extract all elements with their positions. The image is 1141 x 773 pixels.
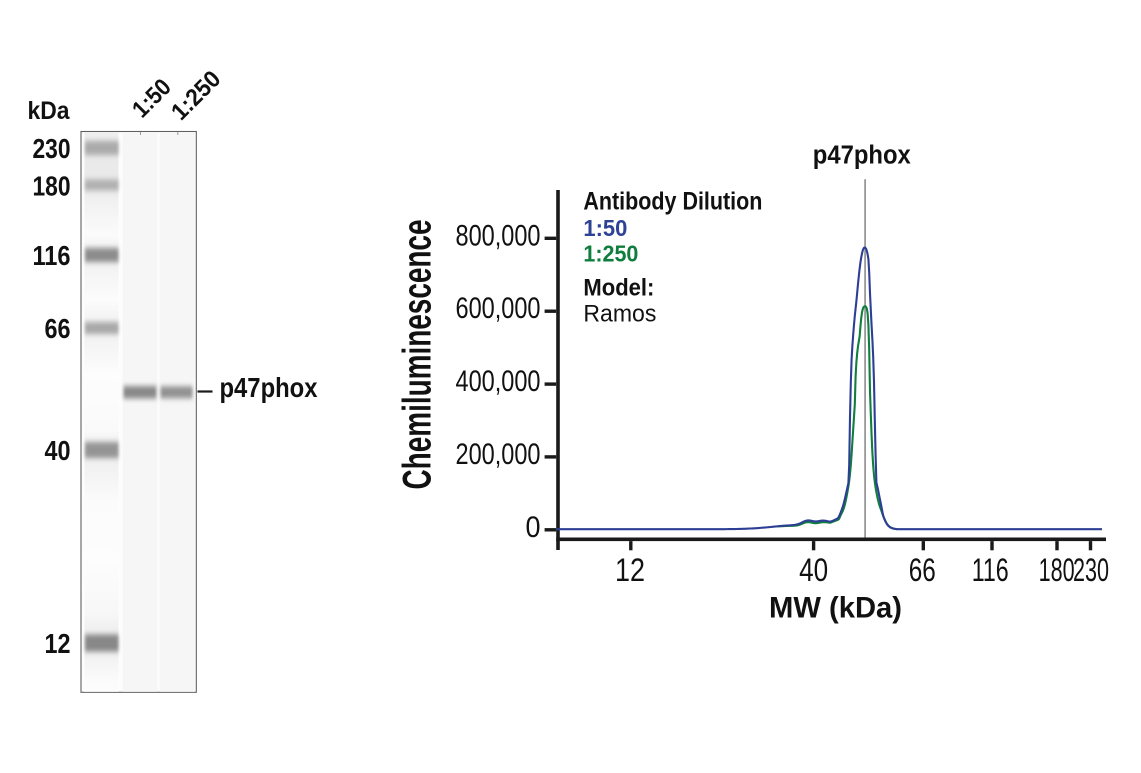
- svg-text:MW (kDa): MW (kDa): [769, 592, 902, 625]
- svg-text:Antibody Dilution: Antibody Dilution: [583, 188, 762, 216]
- svg-text:12: 12: [615, 552, 645, 588]
- svg-text:230: 230: [33, 133, 71, 164]
- svg-text:Chemiluminescence: Chemiluminescence: [396, 220, 440, 490]
- svg-text:180: 180: [33, 170, 71, 201]
- svg-text:200,000: 200,000: [456, 438, 541, 471]
- svg-text:p47phox: p47phox: [813, 142, 911, 170]
- svg-text:0: 0: [526, 511, 541, 544]
- svg-text:1:50: 1:50: [583, 215, 627, 241]
- svg-text:66: 66: [909, 552, 936, 588]
- svg-text:p47phox: p47phox: [220, 372, 318, 403]
- svg-text:400,000: 400,000: [456, 365, 541, 398]
- svg-text:116: 116: [33, 240, 71, 271]
- svg-text:12: 12: [45, 628, 71, 659]
- svg-text:Model:: Model:: [583, 275, 654, 302]
- svg-text:40: 40: [799, 552, 828, 588]
- svg-text:230: 230: [1073, 552, 1109, 588]
- svg-text:600,000: 600,000: [456, 292, 541, 325]
- svg-text:116: 116: [972, 552, 1009, 588]
- svg-text:180: 180: [1039, 552, 1075, 588]
- svg-text:40: 40: [45, 435, 71, 466]
- svg-text:66: 66: [45, 313, 71, 344]
- svg-text:1:250: 1:250: [583, 240, 638, 266]
- svg-text:Ramos: Ramos: [583, 300, 656, 327]
- svg-text:kDa: kDa: [28, 97, 71, 125]
- svg-text:800,000: 800,000: [456, 219, 541, 252]
